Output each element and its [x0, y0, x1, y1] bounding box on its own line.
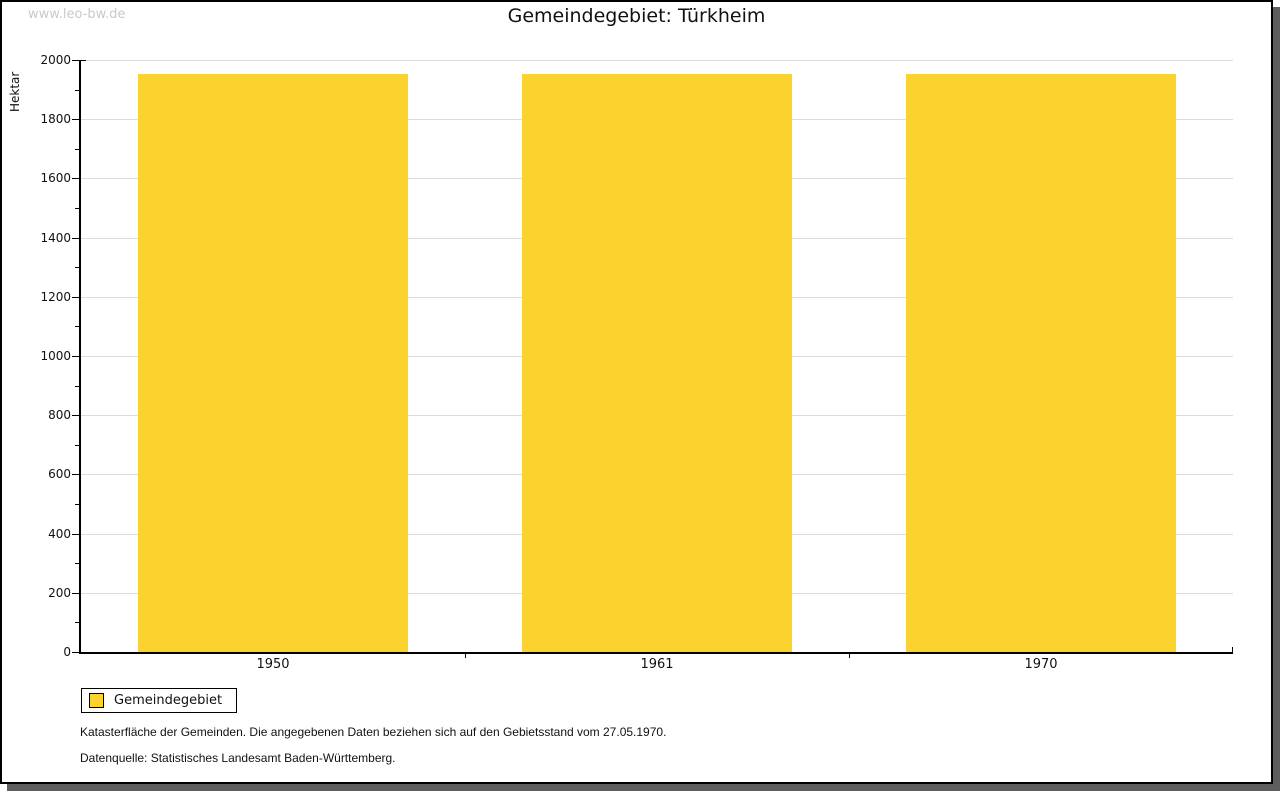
y-major-tick: [72, 533, 79, 535]
y-tick-label: 2000: [40, 53, 71, 67]
caption-line-2: Datenquelle: Statistisches Landesamt Bad…: [80, 751, 396, 765]
plot-area: 0 200 400 600 800 1000 1200 1400 1600 1800 2000 195…: [40, 53, 1233, 672]
y-minor-tick: [75, 622, 79, 624]
y-minor-tick: [75, 444, 79, 446]
y-minor-tick: [75, 504, 79, 505]
y-major-tick: [72, 296, 79, 298]
y-minor-tick: [75, 148, 79, 150]
legend-box: Gemeindegebiet: [81, 688, 238, 713]
caption-line-1: Katasterfläche der Gemeinden. Die angege…: [80, 725, 667, 739]
y-minor-tick: [75, 267, 79, 269]
y-axis-end-cap: [81, 60, 86, 61]
watermark: www.leo-bw.de: [28, 7, 126, 22]
x-category-label: 1970: [1024, 657, 1058, 672]
y-major-tick: [72, 178, 79, 180]
y-major-tick: [72, 474, 79, 476]
legend-swatch-icon: [89, 693, 104, 708]
y-minor-tick: [75, 326, 79, 328]
y-tick-label: 800: [48, 408, 71, 423]
y-major-tick: [72, 119, 79, 121]
y-major-tick: [72, 652, 79, 653]
bar-1961: [522, 73, 792, 652]
y-gridline: [81, 60, 1233, 61]
x-boundary-tick: [849, 654, 850, 658]
y-tick-label: 600: [48, 467, 71, 482]
y-major-tick: [72, 356, 79, 357]
y-minor-tick: [75, 208, 79, 209]
bar-1950: [138, 73, 408, 652]
y-major-tick: [72, 60, 79, 61]
legend-label: Gemeindegebiet: [114, 693, 223, 708]
bar-1970: [906, 73, 1176, 652]
y-tick-label: 1000: [40, 349, 71, 363]
y-major-tick: [72, 237, 79, 239]
y-tick-label: 1600: [40, 171, 71, 186]
y-minor-tick: [75, 89, 79, 91]
chart-title: Gemeindegebiet: Türkheim: [507, 5, 766, 27]
y-minor-tick: [75, 385, 79, 387]
y-tick-label: 0: [63, 645, 71, 659]
x-boundary-tick: [465, 654, 466, 658]
y-major-tick: [72, 415, 79, 417]
y-major-tick: [72, 592, 79, 594]
x-axis-end-cap: [1232, 647, 1233, 652]
y-tick-label: 1200: [40, 289, 71, 304]
x-category-label: 1950: [256, 657, 290, 672]
y-tick-label: 200: [48, 585, 71, 600]
y-minor-tick: [75, 563, 79, 565]
x-category-label: 1961: [640, 657, 674, 672]
y-tick-label: 400: [48, 526, 71, 541]
y-axis-label: Hektar: [8, 71, 22, 112]
y-tick-label: 1400: [40, 230, 71, 245]
y-tick-label: 1800: [40, 112, 71, 127]
